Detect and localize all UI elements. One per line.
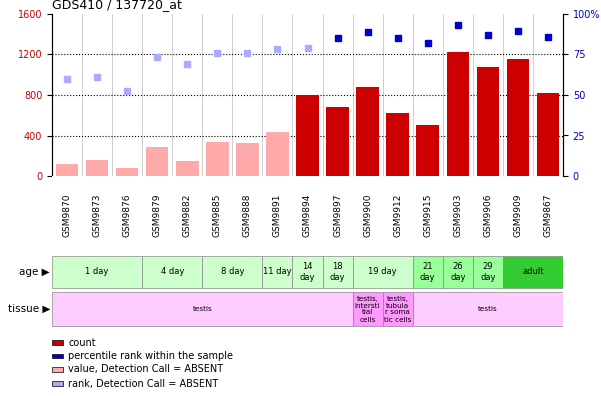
Text: 29
day: 29 day (480, 262, 496, 282)
Text: GSM9912: GSM9912 (393, 193, 402, 237)
Text: percentile rank within the sample: percentile rank within the sample (69, 351, 233, 361)
Text: testis,
tubula
r soma
tic cells: testis, tubula r soma tic cells (384, 295, 411, 322)
Bar (52, 381, 63, 386)
Text: 1 day: 1 day (85, 268, 109, 276)
Bar (326, 107, 349, 176)
Text: 21
day: 21 day (420, 262, 436, 282)
Bar (266, 133, 288, 176)
Text: GDS410 / 137720_at: GDS410 / 137720_at (52, 0, 182, 11)
Bar (503, 256, 563, 288)
Text: GSM9888: GSM9888 (243, 193, 252, 237)
Bar (507, 59, 529, 176)
Text: tissue ▶: tissue ▶ (8, 304, 50, 314)
Bar (353, 256, 413, 288)
Text: testis: testis (478, 306, 498, 312)
Text: testis: testis (192, 306, 212, 312)
Text: 11 day: 11 day (263, 268, 291, 276)
Text: GSM9915: GSM9915 (423, 193, 432, 237)
Bar (206, 142, 228, 176)
Text: GSM9879: GSM9879 (153, 193, 162, 237)
Bar (52, 341, 63, 345)
Bar (116, 168, 138, 176)
Bar (416, 126, 439, 176)
Bar (447, 53, 469, 176)
Text: 8 day: 8 day (221, 268, 244, 276)
Bar (413, 292, 563, 326)
Bar (146, 147, 168, 176)
Bar (296, 95, 319, 176)
Text: 4 day: 4 day (160, 268, 184, 276)
Bar (293, 256, 323, 288)
Text: 19 day: 19 day (368, 268, 397, 276)
Bar (473, 256, 503, 288)
Text: rank, Detection Call = ABSENT: rank, Detection Call = ABSENT (69, 379, 219, 388)
Text: GSM9882: GSM9882 (183, 193, 192, 237)
Text: GSM9903: GSM9903 (453, 193, 462, 237)
Bar (52, 292, 353, 326)
Text: 18
day: 18 day (330, 262, 346, 282)
Text: GSM9867: GSM9867 (543, 193, 552, 237)
Bar (386, 113, 409, 176)
Bar (203, 256, 263, 288)
Text: count: count (69, 338, 96, 348)
Text: GSM9897: GSM9897 (333, 193, 342, 237)
Text: GSM9876: GSM9876 (123, 193, 132, 237)
Bar (537, 93, 560, 176)
Text: GSM9891: GSM9891 (273, 193, 282, 237)
Text: GSM9885: GSM9885 (213, 193, 222, 237)
Bar (52, 354, 63, 358)
Bar (176, 161, 198, 176)
Bar (263, 256, 293, 288)
Bar (323, 256, 353, 288)
Text: 14
day: 14 day (300, 262, 316, 282)
Bar (353, 292, 383, 326)
Text: GSM9900: GSM9900 (363, 193, 372, 237)
Text: GSM9870: GSM9870 (63, 193, 72, 237)
Text: 26
day: 26 day (450, 262, 466, 282)
Bar (236, 143, 258, 176)
Bar (52, 367, 63, 371)
Text: GSM9909: GSM9909 (513, 193, 522, 237)
Bar (56, 164, 78, 176)
Bar (443, 256, 473, 288)
Bar (477, 67, 499, 176)
Text: adult: adult (522, 268, 544, 276)
Bar (413, 256, 443, 288)
Text: testis,
intersti
tial
cells: testis, intersti tial cells (355, 295, 380, 322)
Text: value, Detection Call = ABSENT: value, Detection Call = ABSENT (69, 364, 224, 374)
Text: GSM9873: GSM9873 (93, 193, 102, 237)
Bar (383, 292, 413, 326)
Text: age ▶: age ▶ (19, 267, 50, 277)
Bar (52, 256, 142, 288)
Bar (86, 160, 108, 176)
Bar (356, 87, 379, 176)
Text: GSM9906: GSM9906 (483, 193, 492, 237)
Bar (142, 256, 203, 288)
Text: GSM9894: GSM9894 (303, 193, 312, 237)
